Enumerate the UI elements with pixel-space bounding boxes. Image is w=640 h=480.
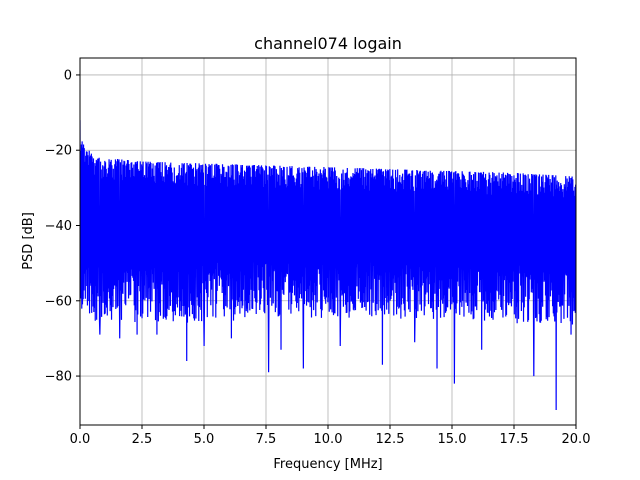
y-tick-label: −80 [45, 370, 72, 385]
x-tick-label: 2.5 [132, 432, 153, 447]
x-tick-label: 10.0 [314, 432, 343, 447]
x-axis-label: Frequency [MHz] [273, 457, 382, 472]
chart-title: channel074 logain [254, 34, 402, 53]
y-tick-label: 0 [64, 68, 72, 83]
y-tick-label: −20 [45, 144, 72, 159]
x-tick-label: 7.5 [256, 432, 277, 447]
x-axis-ticks: 0.0 2.5 5.0 7.5 10.0 12.5 15.0 17.5 20.0 [70, 425, 591, 447]
x-tick-label: 5.0 [194, 432, 215, 447]
y-tick-label: −60 [45, 294, 72, 309]
y-tick-label: −40 [45, 219, 72, 234]
psd-series [80, 120, 576, 410]
psd-line [80, 120, 576, 410]
x-tick-label: 12.5 [376, 432, 405, 447]
y-axis-ticks: 0 −20 −40 −60 −80 [45, 68, 80, 385]
x-tick-label: 15.0 [438, 432, 467, 447]
y-axis-label: PSD [dB] [21, 212, 36, 270]
x-tick-label: 0.0 [70, 432, 91, 447]
x-tick-label: 17.5 [500, 432, 529, 447]
x-tick-label: 20.0 [562, 432, 591, 447]
